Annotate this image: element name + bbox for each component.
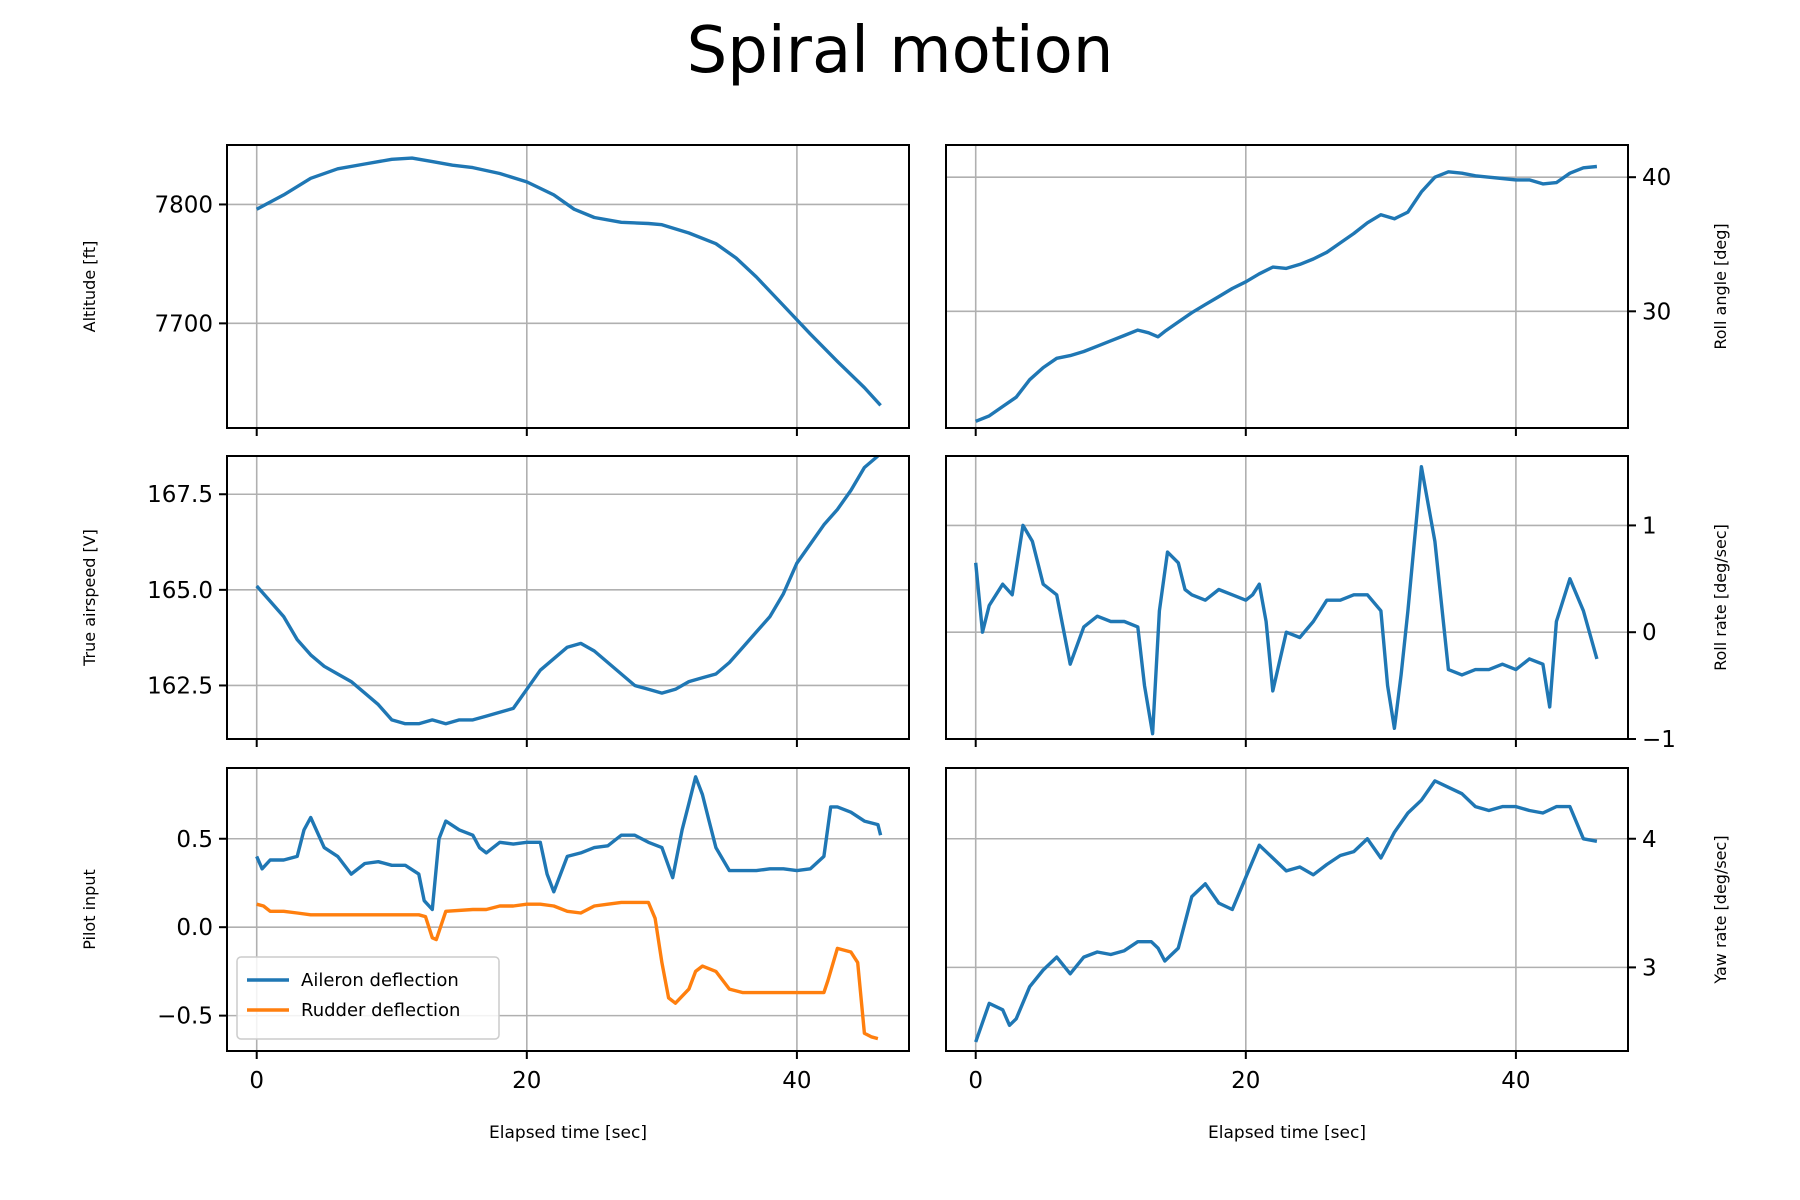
axes-frame [945,767,1629,1052]
y-tick-label: 165.0 [147,578,213,604]
x-tick-label: 40 [1501,1068,1530,1094]
legend-label: Rudder deflection [301,1000,460,1021]
figure-title: Spiral motion [686,14,1114,88]
x-tick-label: 40 [782,1068,811,1094]
y-tick-label: 0.5 [176,827,213,853]
series-line-pilot-input-0 [255,775,883,912]
y-tick-label: 1 [1642,513,1657,539]
y-tick-label: 3 [1642,955,1657,981]
panel-altitude: 7800 7700 Altitude [ft] [80,144,910,436]
series-line-roll-rate-0 [974,465,1599,736]
axes-frame [226,144,910,429]
y-tick-label: 162.5 [147,673,213,699]
panel-pilot-input: 0 20 40 Elapsed time [sec] 0.5 0.0 −0.5 Pilot i… [80,767,910,1143]
x-tick-label: 20 [512,1068,541,1094]
y-tick-label: 0 [1642,620,1657,646]
y-axis-label: Yaw rate [deg/sec] [1711,835,1730,984]
axes-frame [945,144,1629,429]
axes-frame [226,767,910,1052]
legend-label: Aileron deflection [301,970,459,991]
y-tick-label: 40 [1642,165,1671,191]
legend-box [236,956,500,1040]
x-axis-label: Elapsed time [sec] [1208,1123,1366,1143]
y-axis-label: Altitude [ft] [80,241,99,333]
series-line-true-airspeed-0 [255,456,880,726]
x-tick-label: 0 [968,1068,983,1094]
y-axis-label: True airspeed [V] [80,529,99,667]
panel-roll-rate: 1 0 −1 Roll rate [deg/sec] [945,455,1730,753]
panel-roll-angle: 40 30 Roll angle [deg] [945,144,1730,436]
y-tick-label: 30 [1642,299,1671,325]
y-tick-label: 0.0 [176,915,213,941]
series-line-yaw-rate-0 [974,779,1598,1043]
y-tick-label: 7700 [154,311,213,337]
panel-yaw-rate: 0 20 40 Elapsed time [sec] 4 3 Yaw rate [deg/s… [945,767,1730,1143]
y-axis-label: Roll angle [deg] [1711,223,1730,349]
legend: Aileron deflection Rudder deflection [236,956,500,1040]
panel-true-airspeed: 167.5 165.0 162.5 True airspeed [V] [80,455,910,747]
series-line-altitude-0 [255,156,882,407]
series-line-pilot-input-1 [256,900,879,1041]
series-line-roll-angle-0 [975,164,1598,423]
x-tick-label: 20 [1231,1068,1260,1094]
axes-frame [945,455,1629,740]
y-axis-label: Roll rate [deg/sec] [1711,524,1730,671]
x-tick-label: 0 [249,1068,264,1094]
y-tick-label: −0.5 [157,1004,213,1030]
y-axis-label: Pilot input [80,869,99,950]
y-tick-label: 167.5 [147,482,213,508]
x-axis-label: Elapsed time [sec] [489,1123,647,1143]
axes-frame [226,455,910,740]
y-tick-label: 4 [1642,827,1657,853]
y-tick-label: 7800 [154,192,213,218]
y-tick-label: −1 [1642,727,1676,753]
